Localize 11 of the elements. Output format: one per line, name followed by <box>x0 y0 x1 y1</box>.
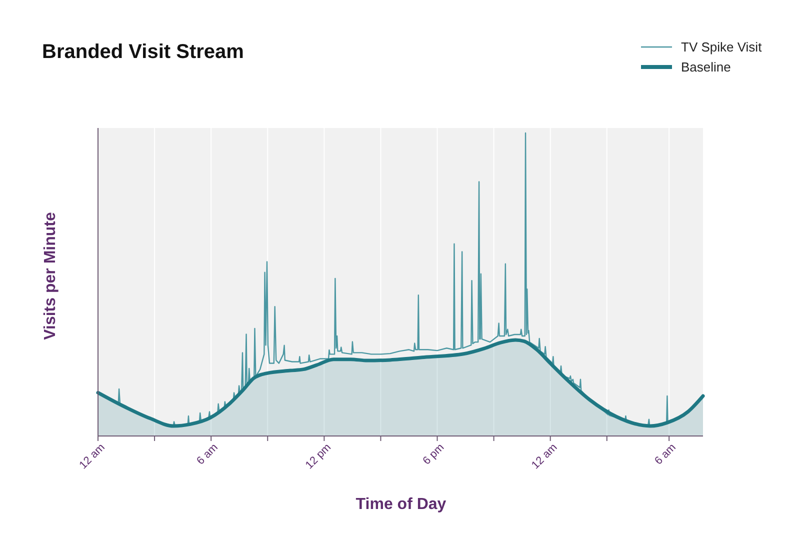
x-tick-label: 12 am <box>77 442 108 472</box>
x-tick-label: 6 am <box>194 442 220 468</box>
x-axis-title: Time of Day <box>356 496 446 513</box>
legend-label: Baseline <box>681 60 731 74</box>
chart-title: Branded Visit Stream <box>42 41 244 63</box>
x-tick-label: 6 pm <box>420 442 447 468</box>
x-tick-label: 6 am <box>652 442 678 468</box>
legend-label: TV Spike Visit <box>681 40 762 54</box>
x-tick-label: 12 pm <box>303 442 334 472</box>
y-axis-title: Visits per Minute <box>42 212 59 340</box>
x-tick-label: 12 am <box>530 442 560 472</box>
